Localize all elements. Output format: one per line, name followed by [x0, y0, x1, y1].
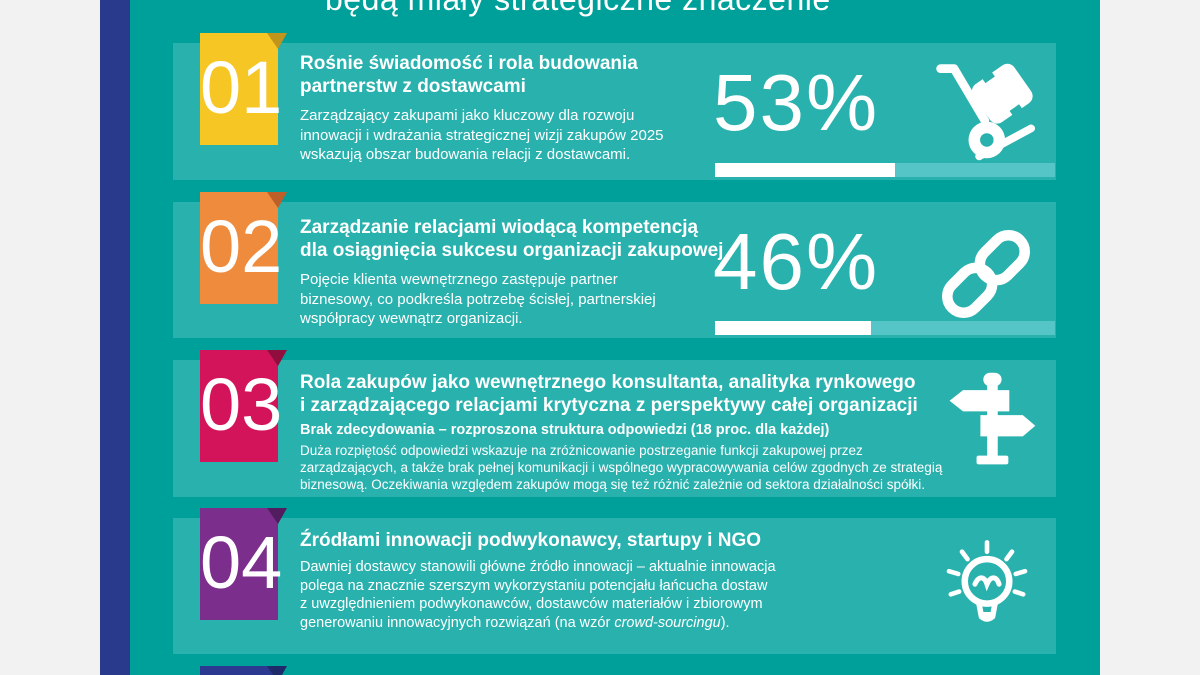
row-content: Zarządzanie relacjami wiodącą kompetencj… [300, 216, 770, 329]
percent-value: 46% [713, 217, 880, 306]
number-tab-01: 01 [200, 33, 287, 145]
hand-truck-icon [928, 59, 1036, 165]
row-number: 05 [200, 666, 278, 675]
row-content: Rola zakupów jako wewnętrznego konsultan… [300, 371, 950, 493]
progress-bar [715, 163, 1055, 177]
percent-value: 53% [713, 58, 880, 147]
row-body: Pojęcie klienta wewnętrznego zastępuje p… [300, 271, 656, 327]
progress-bar-fill [715, 321, 872, 335]
lightbulb-icon [936, 533, 1038, 639]
row-title: Zarządzanie relacjami wiodącą kompetencj… [300, 217, 724, 261]
page-title: będą miały strategiczne znaczenie [325, 0, 831, 18]
row-body-lines: Dawniej dostawcy stanowili główne źródło… [300, 559, 776, 612]
infographic-row-04: 04 Źródłami innowacji podwykonawcy, star… [173, 508, 1056, 654]
row-body: Dawniej dostawcy stanowili główne źródło… [300, 558, 820, 632]
row-title: Rola zakupów jako wewnętrznego konsultan… [300, 372, 918, 416]
row-number: 04 [200, 521, 283, 604]
tab-fold-corner [267, 666, 287, 675]
number-tab-03: 03 [200, 350, 287, 462]
body-text: generowaniu innowacyjnych rozwiązań (na … [300, 614, 615, 631]
number-tab-05: 05 [200, 666, 287, 675]
row-body-last-line: generowaniu innowacyjnych rozwiązań (na … [300, 614, 820, 633]
chain-link-icon [938, 224, 1034, 324]
body-text-italic: crowd-sourcingu [614, 614, 721, 631]
signpost-icon [938, 367, 1044, 473]
row-number: 02 [200, 205, 283, 288]
infographic-row-02: 02 Zarządzanie relacjami wiodącą kompete… [173, 192, 1056, 338]
infographic-row-03: 03 Rola zakupów jako wewnętrznego konsul… [173, 350, 1056, 497]
number-tab-02: 02 [200, 192, 287, 304]
progress-bar-fill [715, 163, 896, 177]
row-title: Rośnie świadomość i rola budowania partne… [300, 53, 638, 97]
left-accent-stripe [100, 0, 130, 675]
row-number: 01 [200, 46, 283, 129]
row-body: Zarządzający zakupami jako kluczowy dla … [300, 107, 664, 163]
row-number: 03 [200, 363, 283, 446]
infographic-row-01: 01 Rośnie świadomość i rola budowania par… [173, 33, 1056, 180]
number-tab-04: 04 [200, 508, 287, 620]
progress-bar [715, 321, 1055, 335]
body-text: ). [720, 614, 730, 631]
row-content: Źródłami innowacji podwykonawcy, startup… [300, 529, 820, 632]
row-subtitle: Brak zdecydowania – rozproszona struktur… [300, 422, 830, 438]
row-body: Duża rozpiętość odpowiedzi wskazuje na z… [300, 443, 943, 492]
row-content: Rośnie świadomość i rola budowania partne… [300, 52, 720, 165]
row-title: Źródłami innowacji podwykonawcy, startup… [300, 530, 762, 551]
